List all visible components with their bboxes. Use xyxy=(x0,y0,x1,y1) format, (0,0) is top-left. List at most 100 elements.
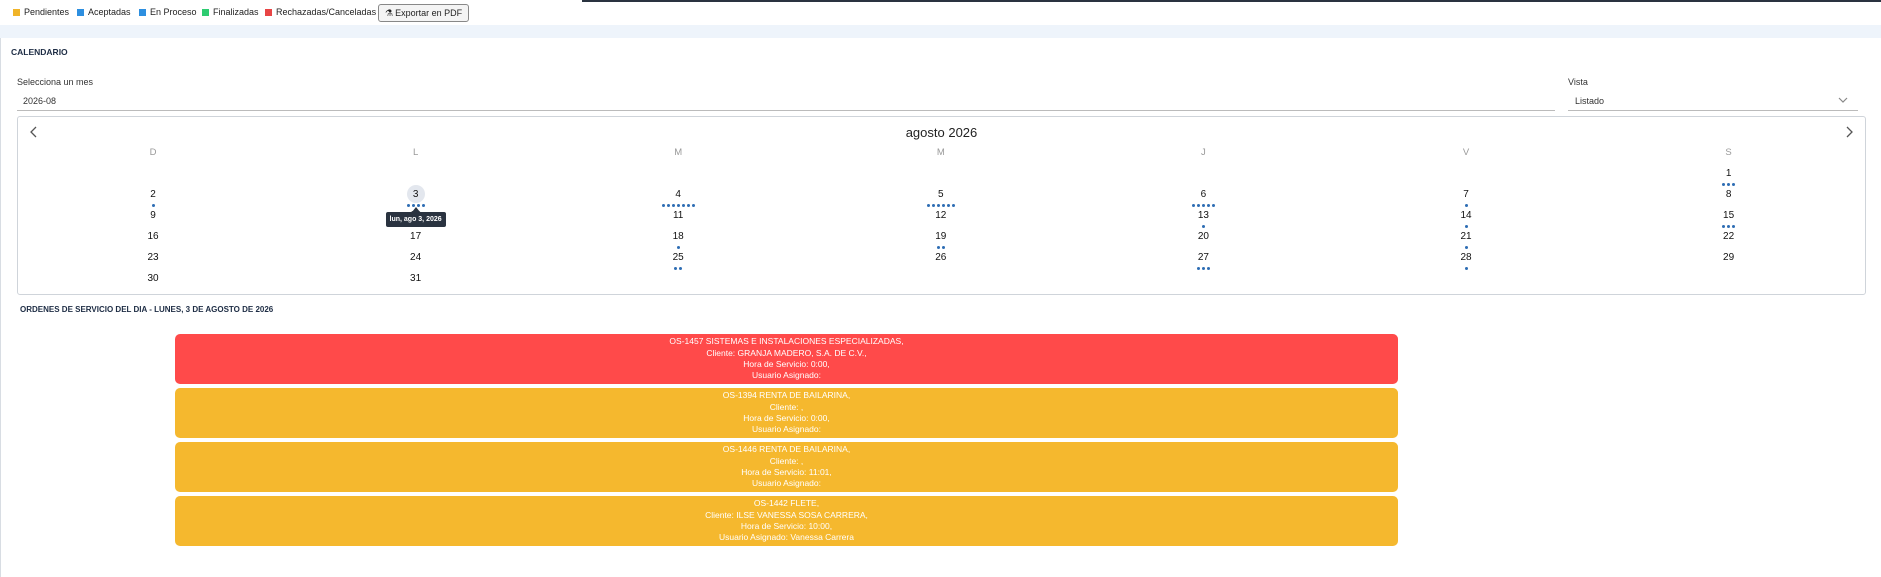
dot xyxy=(421,204,425,207)
day-number[interactable]: 27 xyxy=(1197,252,1209,263)
dot xyxy=(1206,204,1210,207)
dot xyxy=(1201,267,1205,270)
left-border xyxy=(0,38,1,577)
legend-label: Aceptadas xyxy=(88,7,131,17)
day-number[interactable]: 14 xyxy=(1460,210,1472,221)
day-number[interactable]: 28 xyxy=(1460,252,1472,263)
dot xyxy=(1211,204,1215,207)
day-number[interactable]: 20 xyxy=(1197,231,1209,242)
dot xyxy=(666,204,670,207)
prev-month[interactable] xyxy=(29,126,39,138)
top-rule xyxy=(582,0,1881,2)
dot xyxy=(1464,267,1468,270)
dot xyxy=(936,204,940,207)
legend-label: En Proceso xyxy=(150,7,197,17)
dot xyxy=(686,204,690,207)
section-title: CALENDARIO xyxy=(11,47,68,57)
order-line: OS-1442 FLETE, xyxy=(753,498,820,509)
day-number[interactable]: 19 xyxy=(935,231,947,242)
dot xyxy=(951,204,955,207)
order-dots xyxy=(911,246,971,249)
day-number[interactable]: 29 xyxy=(1723,252,1735,263)
order-dots xyxy=(386,204,446,207)
dot xyxy=(681,204,685,207)
next-month[interactable] xyxy=(1844,126,1854,138)
day-number[interactable]: 13 xyxy=(1197,210,1209,221)
order-dots xyxy=(1173,204,1233,207)
view-select[interactable]: Listado xyxy=(1568,91,1858,111)
order-line: Cliente: ILSE VANESSA SOSA CARRERA, xyxy=(705,509,868,520)
dot xyxy=(679,267,683,270)
day-number[interactable]: 31 xyxy=(410,273,422,284)
order-dots xyxy=(648,246,708,249)
dot xyxy=(416,204,420,207)
dot xyxy=(676,246,680,249)
weekday: M xyxy=(936,147,945,158)
order-line: Hora de Servicio: 0:00, xyxy=(743,359,830,369)
day-number[interactable]: 4 xyxy=(675,189,681,200)
day-number[interactable]: 12 xyxy=(935,210,947,221)
dot xyxy=(1732,225,1736,228)
dot xyxy=(1201,204,1205,207)
dot xyxy=(1196,267,1200,270)
order-card[interactable]: OS-1446 RENTA DE BAILARINA, Cliente: , Hor… xyxy=(175,442,1398,492)
legend-item: Aceptadas xyxy=(77,7,131,17)
dot xyxy=(1201,225,1205,228)
order-dots xyxy=(1173,267,1233,270)
day-number[interactable]: 3 xyxy=(412,189,419,200)
day-number[interactable]: 7 xyxy=(1463,189,1469,200)
order-dots xyxy=(911,204,971,207)
day-number[interactable]: 24 xyxy=(410,252,422,263)
dot xyxy=(676,204,680,207)
legend-swatch xyxy=(265,8,272,16)
export-button[interactable]: ⚗ Exportar en PDF xyxy=(378,4,470,22)
day-number[interactable]: 21 xyxy=(1460,231,1472,242)
order-line: OS-1457 SISTEMAS E INSTALACIONES ESPECIA… xyxy=(669,336,904,347)
order-line: Cliente: GRANJA MADERO, S.A. DE C.V., xyxy=(706,347,867,358)
day-number[interactable]: 26 xyxy=(935,252,947,263)
day-number[interactable]: 16 xyxy=(147,231,159,242)
dot xyxy=(1196,204,1200,207)
order-dots xyxy=(1699,183,1759,186)
dot xyxy=(1722,183,1726,186)
view-label: Vista xyxy=(1568,77,1588,87)
day-number[interactable]: 8 xyxy=(1725,189,1732,200)
view-value: Listado xyxy=(1575,96,1605,106)
day-number[interactable]: 9 xyxy=(150,210,156,221)
dot xyxy=(1722,225,1726,228)
tooltip-arrow xyxy=(411,207,420,212)
day-number[interactable]: 1 xyxy=(1725,168,1732,179)
day-number[interactable]: 30 xyxy=(147,273,159,284)
day-number[interactable]: 17 xyxy=(410,231,422,242)
dot xyxy=(941,204,945,207)
order-card[interactable]: OS-1442 FLETE, Cliente: ILSE VANESSA SOSA… xyxy=(175,496,1398,546)
weekday: D xyxy=(149,147,157,158)
day-number[interactable]: 23 xyxy=(147,252,159,263)
day-number[interactable]: 2 xyxy=(150,189,156,200)
dot xyxy=(671,204,675,207)
order-card[interactable]: OS-1457 SISTEMAS E INSTALACIONES ESPECIA… xyxy=(175,334,1398,384)
legend-item: Rechazadas/Canceladas xyxy=(265,7,376,17)
day-number[interactable]: 18 xyxy=(672,231,684,242)
order-dots xyxy=(648,204,708,207)
day-number[interactable]: 11 xyxy=(672,210,684,221)
day-number[interactable]: 25 xyxy=(672,252,684,263)
order-line: OS-1394 RENTA DE BAILARINA, xyxy=(722,390,851,401)
chevron xyxy=(1838,97,1848,103)
dot xyxy=(661,204,665,207)
day-number[interactable]: 5 xyxy=(938,189,944,200)
month-input[interactable]: 2026-08 xyxy=(17,91,1555,111)
export-label: Exportar en PDF xyxy=(395,8,463,18)
order-line: OS-1446 RENTA DE BAILARINA, xyxy=(722,444,851,455)
legend-label: Rechazadas/Canceladas xyxy=(276,7,377,17)
dot xyxy=(1464,246,1468,249)
dot xyxy=(1727,183,1731,186)
dot xyxy=(1206,267,1210,270)
weekday: S xyxy=(1725,147,1732,158)
order-card[interactable]: OS-1394 RENTA DE BAILARINA, Cliente: , Hor… xyxy=(175,388,1398,438)
day-number[interactable]: 15 xyxy=(1723,210,1735,221)
day-number[interactable]: 22 xyxy=(1723,231,1735,242)
dot xyxy=(941,246,945,249)
day-number[interactable]: 6 xyxy=(1200,189,1207,200)
